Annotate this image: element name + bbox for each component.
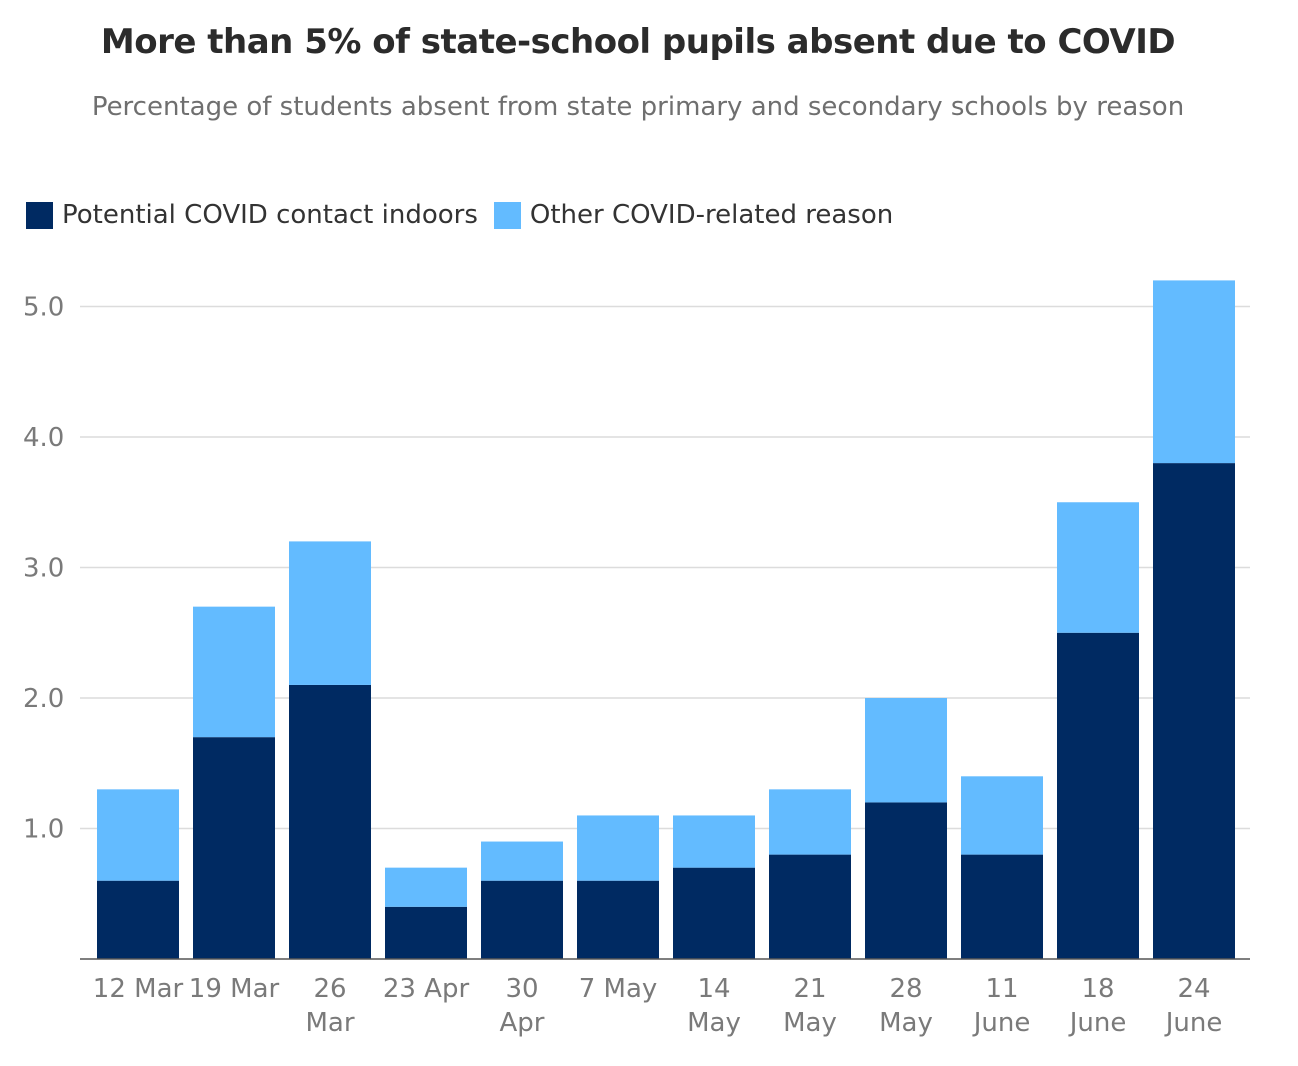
legend-label-contact: Potential COVID contact indoors	[62, 200, 478, 230]
x-tick-label: June	[1164, 1008, 1223, 1038]
bar-segment-other	[481, 841, 563, 881]
bar-segment-other	[289, 541, 371, 685]
bar-segment-contact	[193, 737, 275, 959]
y-tick-label: 5.0	[23, 293, 64, 323]
x-tick-label: 26	[313, 974, 346, 1004]
x-tick-label: 21	[793, 974, 826, 1004]
legend-label-other: Other COVID-related reason	[529, 200, 894, 230]
x-tick-label: 18	[1081, 974, 1114, 1004]
bar-segment-contact	[673, 867, 755, 959]
bar-segment-other	[673, 815, 755, 868]
bar-segment-other	[97, 789, 179, 881]
bar-segment-other	[1153, 280, 1235, 464]
bar-segment-contact	[385, 906, 467, 959]
bar-segment-contact	[1057, 632, 1139, 959]
bar-segment-other	[769, 789, 851, 855]
y-tick-label: 1.0	[23, 815, 64, 845]
y-tick-label: 4.0	[23, 423, 64, 453]
y-tick-label: 2.0	[23, 684, 64, 714]
bar-segment-other	[577, 815, 659, 881]
x-tick-label: May	[879, 1008, 933, 1038]
chart-title: More than 5% of state-school pupils abse…	[100, 22, 1176, 62]
x-tick-label: 30	[505, 974, 538, 1004]
x-tick-label: May	[783, 1008, 837, 1038]
bar-segment-contact	[97, 880, 179, 959]
legend-item-contact: Potential COVID contact indoors	[26, 200, 478, 230]
bar-segment-contact	[481, 880, 563, 959]
x-tick-label: May	[687, 1008, 741, 1038]
x-tick-label: 11	[985, 974, 1018, 1004]
legend-swatch-other	[493, 201, 521, 229]
x-tick-label: 14	[697, 974, 730, 1004]
bar-segment-other	[1057, 502, 1139, 633]
bar-segment-other	[961, 776, 1043, 855]
chart-subtitle: Percentage of students absent from state…	[91, 92, 1185, 122]
bar-segment-contact	[1153, 463, 1235, 959]
legend-swatch-contact	[26, 201, 53, 229]
bar-segment-contact	[289, 684, 371, 959]
x-tick-label: 28	[889, 974, 922, 1004]
bar-segment-other	[193, 606, 275, 738]
bar-segment-contact	[865, 802, 947, 959]
x-tick-label: 23 Apr	[383, 974, 470, 1004]
x-tick-label: Apr	[500, 1008, 545, 1038]
x-tick-label: 12 Mar	[93, 974, 184, 1004]
bar-segment-contact	[769, 854, 851, 959]
x-tick-label: 24	[1177, 974, 1210, 1004]
bar-segment-contact	[961, 854, 1043, 959]
x-tick-label: 19 Mar	[189, 974, 280, 1004]
bar-segment-other	[865, 698, 947, 803]
x-tick-label: June	[1068, 1008, 1127, 1038]
x-tick-label: 7 May	[579, 974, 658, 1004]
x-tick-label: Mar	[305, 1008, 354, 1038]
legend-item-other: Other COVID-related reason	[493, 200, 894, 230]
legend: Potential COVID contact indoors Other CO…	[26, 200, 909, 230]
bar-segment-contact	[577, 880, 659, 959]
bar-segment-other	[385, 867, 467, 907]
y-tick-label: 3.0	[23, 554, 64, 584]
x-tick-label: June	[972, 1008, 1031, 1038]
